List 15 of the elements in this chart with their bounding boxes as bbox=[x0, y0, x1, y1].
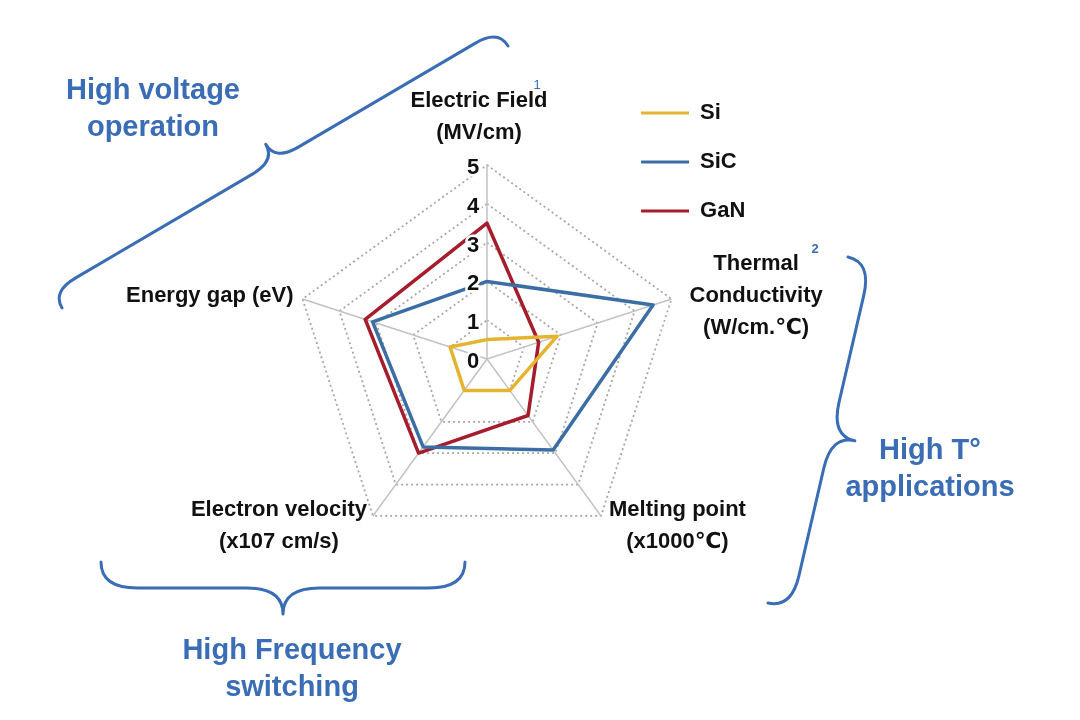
y-tick-label: 0 bbox=[466, 348, 480, 374]
legend-label: Si bbox=[700, 99, 721, 125]
y-tick-label: 1 bbox=[466, 309, 480, 335]
legend-label: SiC bbox=[700, 148, 737, 174]
spoke-label: Energy gap (eV) bbox=[126, 282, 294, 308]
text: High voltage operation bbox=[65, 72, 241, 144]
spoke-label: Melting point (x1000℃) bbox=[609, 496, 747, 554]
text: High Frequency switching bbox=[181, 632, 403, 704]
y-tick-label: 3 bbox=[466, 231, 480, 257]
text: 1 bbox=[533, 77, 541, 92]
spoke-label: Electron velocity (x107 cm/s) bbox=[190, 496, 368, 554]
text: High T° applications bbox=[844, 432, 1016, 504]
legend-label: GaN bbox=[700, 197, 746, 223]
y-tick-label: 4 bbox=[466, 192, 480, 218]
y-tick-label: 5 bbox=[466, 154, 480, 180]
